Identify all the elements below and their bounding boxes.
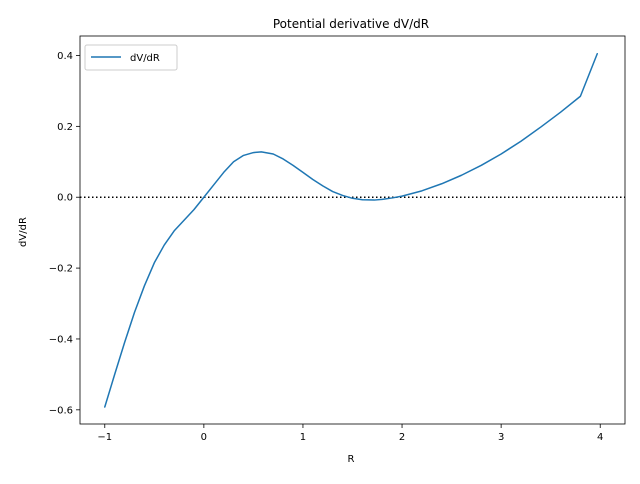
axes-frame	[79, 35, 626, 425]
legend: dV/dR	[84, 44, 178, 71]
y-tick-label: 0.4	[57, 51, 73, 62]
x-tick-label: 3	[498, 432, 504, 443]
y-tick-label: 0.0	[57, 193, 73, 204]
x-axis: −1 0 1 2 3 4	[97, 424, 603, 443]
x-tick-label: 2	[399, 432, 405, 443]
series-line-dV/dR	[104, 52, 598, 408]
y-axis-label: dV/dR	[18, 217, 29, 247]
legend-box	[84, 44, 178, 71]
chart-title: Potential derivative dV/dR	[273, 17, 429, 31]
y-axis: −0.6 −0.4 −0.2 0.0 0.2 0.4	[49, 51, 80, 416]
x-tick-label: 0	[201, 432, 207, 443]
y-tick-label: 0.2	[57, 122, 73, 133]
legend-label: dV/dR	[130, 53, 160, 64]
y-tick-label: −0.2	[49, 264, 73, 275]
x-tick-label: 1	[300, 432, 306, 443]
x-tick-label: −1	[97, 432, 112, 443]
plot-area	[79, 35, 626, 425]
x-tick-label: 4	[597, 432, 603, 443]
x-axis-label: R	[348, 454, 355, 465]
y-tick-label: −0.4	[49, 334, 73, 345]
y-tick-label: −0.6	[49, 405, 73, 416]
